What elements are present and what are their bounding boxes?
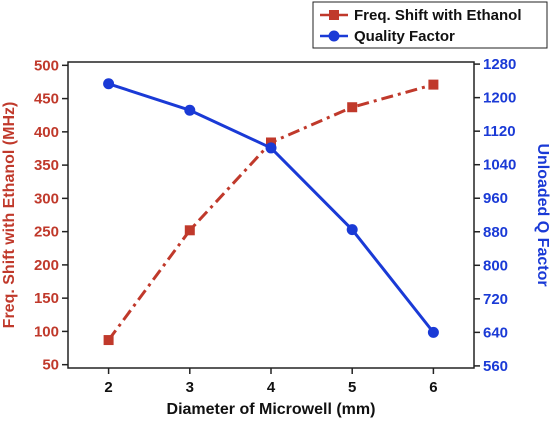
right-y-tick-label: 1040 (483, 157, 516, 174)
data-point-quality-factor (103, 78, 115, 90)
right-y-tick-label: 1120 (483, 123, 516, 140)
left-y-tick-label: 400 (34, 124, 59, 141)
data-point-quality-factor (427, 326, 439, 338)
left-y-tick-label: 50 (42, 357, 59, 374)
data-point-freq-shift (184, 225, 195, 236)
legend-box (312, 1, 548, 49)
data-point-freq-shift (347, 102, 358, 113)
x-tick-label: 6 (429, 379, 437, 396)
legend-marker-circle (328, 30, 340, 42)
legend-marker-square (329, 10, 339, 20)
left-y-tick-label: 300 (34, 190, 59, 207)
data-point-freq-shift (103, 335, 114, 346)
left-y-axis: 50 100 150 200 250 300 350 400 450 500 (34, 57, 68, 374)
left-y-tick-label: 450 (34, 91, 59, 108)
left-y-tick-label: 500 (34, 57, 59, 74)
right-y-tick-label: 1280 (483, 56, 516, 73)
right-y-tick-label: 880 (483, 224, 508, 241)
left-y-tick-label: 150 (34, 290, 59, 307)
data-point-quality-factor (184, 104, 196, 116)
data-point-quality-factor (265, 142, 277, 154)
left-y-tick-label: 350 (34, 157, 59, 174)
legend-label-quality-factor: Quality Factor (354, 28, 455, 45)
left-y-tick-label: 100 (34, 323, 59, 340)
legend-label-freq-shift: Freq. Shift with Ethanol (354, 7, 522, 24)
right-y-axis-title: Unloaded Q Factor (534, 143, 550, 286)
legend: Freq. Shift with Ethanol Quality Factor (312, 1, 548, 49)
right-y-tick-label: 560 (483, 358, 508, 375)
x-axis: 2 3 4 5 6 (104, 368, 438, 396)
right-y-axis: 560 640 720 800 880 960 1040 1120 1200 1280 (474, 56, 516, 375)
series-layer (103, 78, 439, 346)
x-tick-label: 5 (348, 379, 356, 396)
right-y-tick-label: 720 (483, 291, 508, 308)
right-y-tick-label: 1200 (483, 90, 516, 107)
x-tick-label: 2 (104, 379, 112, 396)
left-y-axis-title: Freq. Shift with Ethanol (MHz) (1, 102, 18, 329)
plot-area (67, 61, 475, 369)
data-point-freq-shift (428, 79, 439, 90)
left-y-tick-label: 250 (34, 224, 59, 241)
right-y-tick-label: 800 (483, 257, 508, 274)
left-y-tick-label: 200 (34, 257, 59, 274)
data-point-quality-factor (346, 224, 358, 236)
right-y-tick-label: 960 (483, 190, 508, 207)
x-tick-label: 3 (186, 379, 194, 396)
x-axis-title: Diameter of Microwell (mm) (167, 401, 376, 418)
x-tick-label: 4 (267, 379, 276, 396)
right-y-tick-label: 640 (483, 324, 508, 341)
